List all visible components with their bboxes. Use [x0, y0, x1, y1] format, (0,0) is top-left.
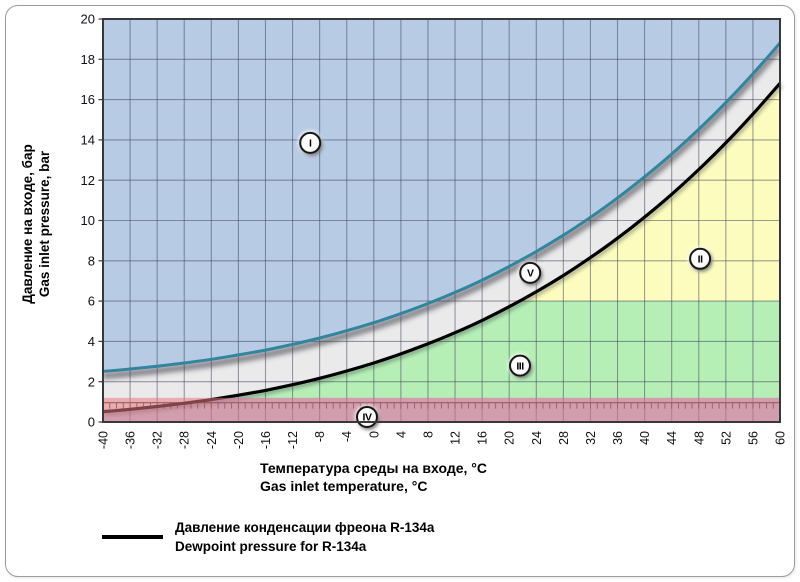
x-tick-label: 12: [449, 431, 463, 445]
y-tick-label: 16: [81, 92, 95, 107]
x-tick-label: -32: [151, 431, 165, 449]
x-tick-label: -40: [97, 431, 111, 449]
x-axis-title-ru: Температура среды на входе, °C: [260, 460, 487, 476]
region-iv-fill: [103, 397, 780, 422]
marker-label: II: [698, 253, 703, 265]
marker-label: V: [527, 268, 534, 280]
x-tick-label: 16: [476, 431, 490, 445]
x-tick-label: 44: [665, 431, 679, 445]
x-tick-label: 60: [774, 431, 788, 445]
x-tick-label: 56: [746, 431, 760, 445]
marker-label: IV: [363, 412, 372, 424]
legend-labels: Давление конденсации фреона R-134a Dewpo…: [175, 518, 434, 556]
region-iii-fill: [222, 301, 780, 398]
region-marker-V: V: [517, 260, 543, 286]
marker-circle: [689, 247, 712, 270]
y-axis-title-en: Gas inlet pressure, bar: [37, 150, 52, 298]
x-tick-label: -24: [205, 431, 219, 449]
y-tick-label: 20: [81, 12, 95, 27]
region-ii-fill: [519, 83, 780, 302]
region-marker-II: II: [687, 246, 713, 272]
x-axis-title: Температура среды на входе, °C Gas inlet…: [260, 459, 487, 495]
x-axis-title-en: Gas inlet temperature, °C: [260, 478, 428, 494]
legend-line-sample: [102, 535, 163, 539]
y-tick-label: 12: [81, 173, 95, 188]
x-tick-label: 48: [692, 431, 706, 445]
x-tick-label: 24: [530, 431, 544, 445]
legend-label-en: Dewpoint pressure for R-134a: [175, 539, 367, 554]
x-tick-label: -36: [124, 431, 138, 449]
x-tick-label: 28: [557, 431, 571, 445]
y-tick-label: 6: [88, 294, 95, 309]
x-tick-label: 36: [611, 431, 625, 445]
region-marker-III: III: [507, 353, 533, 379]
y-tick-label: 10: [81, 213, 95, 228]
y-tick-label: 4: [88, 334, 95, 349]
x-tick-label: 4: [394, 431, 408, 438]
x-tick-label: 0: [367, 431, 381, 438]
region-marker-I: I: [297, 130, 323, 156]
y-tick-label: 2: [88, 374, 95, 389]
x-tick-label: -20: [232, 431, 246, 449]
y-tick-label: 14: [81, 133, 95, 148]
x-tick-label: 40: [638, 431, 652, 445]
marker-circle: [299, 131, 322, 154]
region-marker-IV: IV: [354, 404, 380, 430]
x-tick-label: -8: [313, 431, 327, 442]
x-tick-label: 52: [719, 431, 733, 445]
x-tick-label: 8: [422, 431, 436, 438]
tick-labels: -40 -36 -32 -28 -24 -20 -16 -12 -8 -4 0 4 8 12 16 20 24 2…: [81, 12, 788, 449]
x-tick-label: 32: [584, 431, 598, 445]
legend-label-ru: Давление конденсации фреона R-134a: [175, 520, 435, 535]
marker-label: III: [516, 360, 524, 372]
x-tick-label: -4: [340, 431, 354, 442]
y-tick-label: 8: [88, 253, 95, 268]
x-tick-label: -16: [259, 431, 273, 449]
y-tick-label: 18: [81, 52, 95, 67]
reference-lines: [102, 42, 782, 400]
marker-label: I: [309, 138, 312, 150]
x-tick-label: 20: [503, 431, 517, 445]
legend: Давление конденсации фреона R-134a Dewpo…: [102, 518, 434, 556]
x-tick-label: -12: [286, 431, 300, 449]
y-tick-label: 0: [88, 415, 95, 430]
band-upper-curve: [102, 42, 782, 373]
marker-circle: [509, 354, 531, 377]
y-axis-title-ru: Давление на входе, бар: [20, 144, 35, 304]
marker-circle: [519, 261, 542, 284]
x-tick-label: -28: [178, 431, 192, 449]
curves: [102, 82, 782, 422]
